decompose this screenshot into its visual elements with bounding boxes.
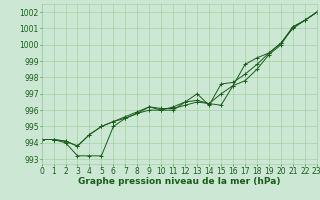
X-axis label: Graphe pression niveau de la mer (hPa): Graphe pression niveau de la mer (hPa) (78, 177, 280, 186)
